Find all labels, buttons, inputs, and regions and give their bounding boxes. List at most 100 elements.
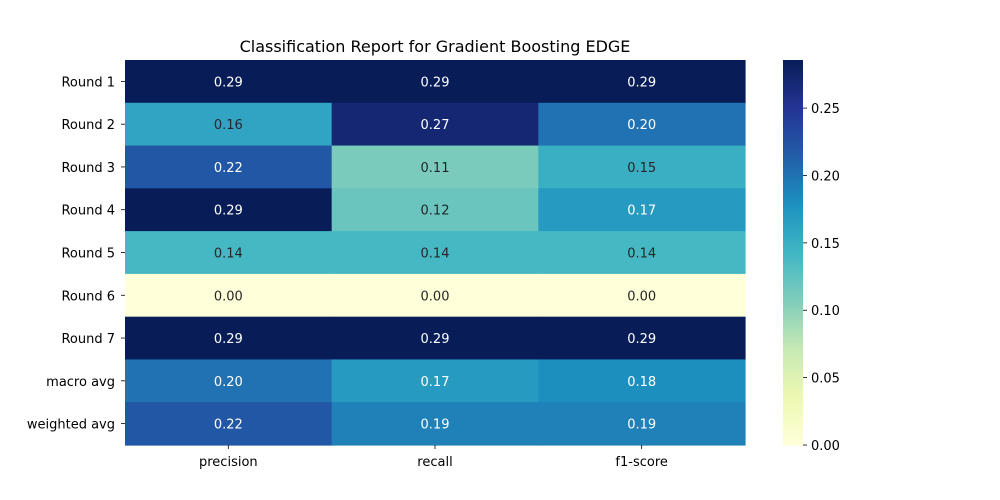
colorbar-segment: [783, 379, 803, 383]
colorbar-segment: [783, 194, 803, 198]
colorbar-segment: [783, 371, 803, 375]
colorbar-segment: [783, 229, 803, 232]
colorbar-segment: [783, 298, 803, 302]
colorbar-segment: [783, 394, 803, 398]
colorbar-segment: [783, 192, 803, 196]
cell-value-label: 0.14: [214, 247, 243, 262]
heatmap-cell: [125, 145, 333, 189]
colorbar-segment: [783, 248, 803, 252]
colorbar-segment: [783, 439, 803, 442]
colorbar-segment: [783, 302, 803, 306]
colorbar-segment: [783, 73, 803, 76]
colorbar-segment: [783, 77, 803, 80]
colorbar-segment: [783, 117, 803, 121]
colorbar-segment: [783, 104, 803, 107]
colorbar-segment: [783, 321, 803, 325]
cell-value-label: 0.29: [214, 204, 243, 219]
cell-value-label: 0.19: [421, 418, 450, 433]
colorbar-segment: [783, 308, 803, 311]
colorbar-segment: [783, 75, 803, 78]
heatmap-cell: [538, 145, 746, 189]
colorbar-segment: [783, 369, 803, 373]
colorbar-segment: [783, 98, 803, 102]
colorbar-tick-label: 0.00: [811, 439, 840, 454]
colorbar-segment: [783, 140, 803, 144]
colorbar-segment: [783, 429, 803, 433]
colorbar-segment: [783, 125, 803, 128]
colorbar-segment: [783, 171, 803, 175]
colorbar-segment: [783, 227, 803, 230]
colorbar-segment: [783, 377, 803, 381]
colorbar-segment: [783, 196, 803, 200]
cell-value-label: 0.18: [627, 375, 656, 390]
colorbar-segment: [783, 244, 803, 248]
heatmap-cell: [538, 316, 746, 361]
colorbar-segment: [783, 258, 803, 261]
row-label: Round 4: [61, 204, 115, 219]
colorbar-segment: [783, 206, 803, 209]
colorbar-segment: [783, 185, 803, 188]
colorbar-segment: [783, 358, 803, 361]
colorbar-segment: [783, 113, 803, 117]
colorbar-segment: [783, 233, 803, 236]
colorbar-segment: [783, 304, 803, 307]
heatmap-cell: [125, 316, 333, 361]
colorbar-segment: [783, 319, 803, 323]
y-axis: Round 1 Round 2 Round 3 Round 4 Round 5 Round…: [27, 75, 125, 433]
colorbar-segment: [783, 350, 803, 354]
colorbar-segment: [783, 393, 803, 396]
colorbar-segment: [783, 96, 803, 100]
colorbar-segment: [783, 65, 803, 69]
cell-value-label: 0.29: [627, 332, 656, 347]
cell-value-label: 0.17: [421, 375, 450, 390]
colorbar-segment: [783, 344, 803, 348]
colorbar-segment: [783, 202, 803, 205]
colorbar-segment: [783, 389, 803, 392]
heatmap-cell: [125, 402, 333, 446]
colorbar-segment: [783, 127, 803, 130]
colorbar-segment: [783, 435, 803, 438]
colorbar-segment: [783, 398, 803, 402]
colorbar-segment: [783, 223, 803, 227]
colorbar-segment: [783, 71, 803, 75]
colorbar-segment: [783, 269, 803, 273]
heatmap-cell: [125, 60, 333, 104]
colorbar-segment: [783, 416, 803, 419]
colorbar-segment: [783, 92, 803, 96]
colorbar-segment: [783, 364, 803, 367]
colorbar-segment: [783, 291, 803, 294]
cell-value-label: 0.29: [421, 75, 450, 90]
colorbar-segment: [783, 331, 803, 334]
colorbar-segment: [783, 279, 803, 282]
colorbar-segment: [783, 81, 803, 84]
colorbar-segment: [783, 173, 803, 177]
colorbar-tick-label: 0.15: [811, 237, 840, 252]
column-label: f1-score: [615, 455, 667, 470]
heatmap-cell: [331, 145, 539, 189]
colorbar-segment: [783, 144, 803, 148]
colorbar-tick-label: 0.20: [811, 169, 840, 184]
colorbar-segment: [783, 246, 803, 250]
colorbar-segment: [783, 327, 803, 331]
colorbar-segment: [783, 187, 803, 190]
colorbar-segment: [783, 385, 803, 388]
colorbar-tick-label: 0.10: [811, 304, 840, 319]
colorbar-segment: [783, 391, 803, 394]
cell-value-label: 0.29: [214, 75, 243, 90]
colorbar-segment: [783, 152, 803, 155]
colorbar-segment: [783, 137, 803, 140]
column-label: precision: [199, 455, 258, 470]
colorbar-segment: [783, 294, 803, 298]
colorbar-segment: [783, 69, 803, 73]
heatmap-cell: [538, 188, 746, 232]
colorbar-segment: [783, 190, 803, 194]
colorbar-segment: [783, 188, 803, 192]
heatmap-cell: [538, 273, 746, 318]
colorbar-segment: [783, 210, 803, 213]
colorbar-segment: [783, 219, 803, 223]
heatmap-cell: [538, 102, 746, 147]
cell-value-label: 0.00: [627, 289, 656, 304]
colorbar-segment: [783, 129, 803, 132]
heatmap-cell-labels: 0.29 0.29 0.29 0.16 0.27 0.20 0.22 0.11 0.15 0.29…: [214, 75, 656, 432]
